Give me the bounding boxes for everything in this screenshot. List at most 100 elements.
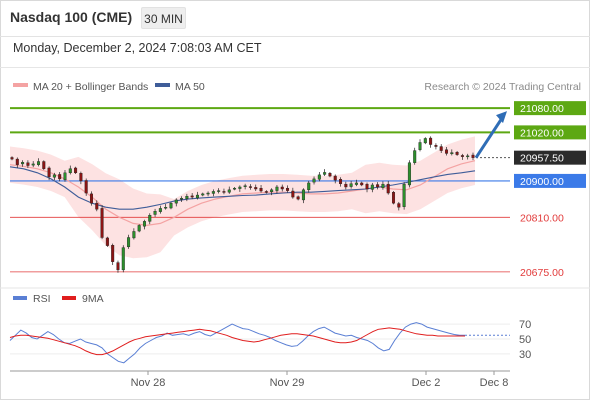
rsi-plot: 70 50 30 [9,319,531,364]
candle [339,177,343,187]
candle [74,166,78,175]
candle [105,236,109,247]
current-price-tag: 20957.50 [514,150,586,165]
candle [58,172,62,182]
candle [222,188,226,195]
candle [79,171,83,185]
support-1-tag: 20810.00 [520,212,564,224]
ma9-legend-swatch [62,296,76,300]
ma50-legend-swatch [155,83,170,87]
resistance-1-tag: 21020.00 [514,125,586,139]
candle [111,243,115,266]
candle [376,182,380,190]
candle [243,183,247,190]
candle [238,185,242,192]
candle [248,184,252,190]
candle [270,188,274,196]
candle [354,179,358,187]
forecast-arrowhead [496,111,507,124]
candle [439,144,443,154]
ma9-legend-label: 9MA [82,293,104,305]
candle [47,166,51,181]
rsi-tick-label: 50 [519,334,531,346]
candle [392,191,396,205]
copyright-text: Research © 2024 Trading Central [424,81,581,93]
candle [471,152,475,161]
candle [312,176,316,185]
candle [164,203,168,210]
legend: MA 20 + Bollinger Bands MA 50 Research ©… [13,81,581,93]
x-tick-label: Dec 2 [412,377,441,389]
support-2-tag: 20675.00 [520,267,564,279]
candle [185,193,189,202]
svg-text:20900.00: 20900.00 [520,176,564,188]
candle [381,181,385,190]
candle [201,192,205,197]
pivot-tag: 20900.00 [514,173,586,188]
candle [275,184,279,194]
candle [153,208,157,217]
candle [280,184,284,192]
ma50-legend-label: MA 50 [175,81,205,93]
bollinger-legend-label: MA 20 + Bollinger Bands [33,81,148,93]
candle [360,181,364,187]
candle [121,245,125,273]
candle [42,160,46,170]
candle [227,186,231,194]
candle [429,136,433,148]
candle [174,198,178,207]
rsi-legend-label: RSI [33,293,51,305]
candle [233,186,237,191]
candle [142,219,146,230]
candle [301,188,305,204]
candle [169,201,173,210]
candle [148,213,152,225]
svg-text:20810.00: 20810.00 [520,212,564,224]
candle [137,224,141,233]
x-axis-ticks: Nov 28 Nov 29 Dec 2 Dec 8 [131,371,509,389]
ma50-line [9,166,476,210]
candle [84,178,88,196]
svg-text:20675.00: 20675.00 [520,267,564,279]
candle [450,149,454,156]
report-datetime: Monday, December 2, 2024 7:08:03 AM CET [13,41,262,55]
svg-text:21020.00: 21020.00 [520,127,564,139]
candle [407,160,411,188]
candle [466,153,470,160]
rsi-line [9,322,465,364]
candle [434,143,438,150]
candle [296,195,300,201]
candle [418,139,422,152]
candle [445,146,449,156]
candle [206,191,210,197]
candle [460,153,464,160]
bollinger-legend-swatch [13,83,28,87]
ma9-line [9,327,465,356]
candle [195,191,199,200]
bollinger-band-area [10,136,475,259]
candle [100,205,104,240]
candle [31,161,35,168]
x-tick-label: Dec 8 [480,377,509,389]
x-tick-label: Nov 29 [270,377,305,389]
header-divider [0,67,590,68]
candle [26,160,30,168]
candle [217,188,221,194]
candle [413,147,417,165]
title-bar: Nasdaq 100 (CME) 30 MIN [0,0,590,37]
timeframe-button[interactable]: 30 MIN [141,7,186,29]
instrument-title: Nasdaq 100 (CME) [10,9,133,25]
candle [132,228,136,240]
resistance-2-tag: 21080.00 [514,101,586,116]
candle [455,150,459,156]
candle [211,189,215,197]
candle [116,260,120,273]
candle [344,181,348,190]
candle [15,157,19,168]
candle [317,172,321,182]
candle [52,172,56,181]
candle [95,200,99,212]
rsi-legend-swatch [13,296,27,300]
candle [291,187,295,199]
candle [158,205,162,214]
